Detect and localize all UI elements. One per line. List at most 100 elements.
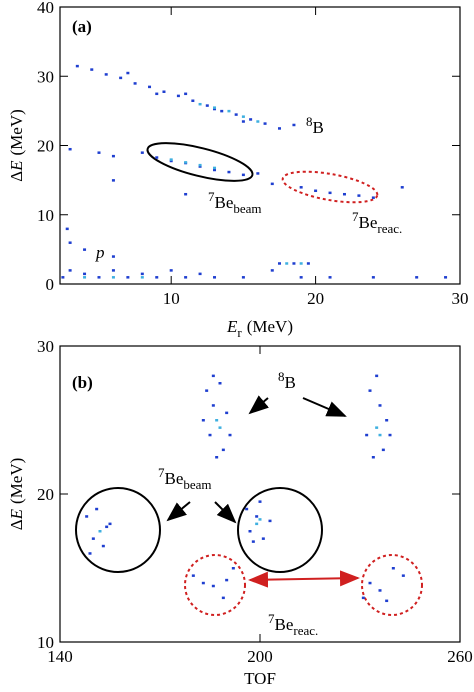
label-part: Be: [275, 615, 294, 634]
point: [368, 581, 372, 585]
point: [184, 192, 188, 196]
point: [375, 426, 379, 429]
point: [101, 544, 105, 548]
point: [85, 515, 89, 518]
point: [388, 433, 392, 437]
annotation: 8B: [306, 114, 324, 137]
point: [251, 540, 255, 543]
point: [277, 127, 281, 130]
point: [140, 276, 144, 279]
label-part: 7: [158, 465, 165, 480]
point: [227, 170, 231, 174]
point: [255, 522, 259, 526]
point: [314, 189, 318, 193]
point: [255, 515, 259, 518]
x-tick-label: 140: [47, 647, 73, 666]
x-axis-label: TOF: [244, 669, 276, 688]
point: [83, 248, 87, 251]
point: [415, 276, 419, 279]
point: [378, 404, 382, 407]
point: [227, 109, 231, 113]
label-part: 8: [306, 114, 313, 129]
point: [277, 262, 281, 265]
point: [201, 419, 205, 422]
point: [221, 448, 225, 452]
point: [401, 574, 405, 577]
label-part: 8: [278, 369, 285, 384]
plot-frame: [59, 6, 461, 285]
point: [261, 537, 265, 540]
point: [213, 107, 217, 111]
point: [215, 456, 219, 459]
label-part: (MeV): [247, 317, 293, 336]
point: [191, 99, 195, 102]
annotation: (a): [72, 17, 92, 36]
label-part: B: [313, 118, 324, 137]
point: [68, 269, 72, 272]
point: [357, 194, 361, 197]
point: [328, 191, 332, 195]
label-part: Δ: [7, 519, 26, 530]
label-part: 7: [208, 189, 215, 204]
point: [108, 522, 112, 526]
point: [213, 168, 217, 172]
point: [198, 163, 202, 167]
y-tick-label: 30: [37, 67, 54, 86]
point: [342, 192, 346, 196]
point: [381, 448, 385, 452]
point: [111, 269, 115, 272]
label-part: Be: [165, 469, 184, 488]
label-part: (b): [72, 373, 93, 392]
point: [205, 389, 209, 392]
point: [91, 537, 95, 540]
annotation: 7Bereac.: [352, 209, 402, 236]
point: [119, 76, 123, 80]
point: [378, 589, 382, 592]
point: [126, 276, 130, 279]
point: [105, 525, 109, 529]
point: [162, 90, 166, 93]
y-axis-label: ΔE (MeV): [7, 109, 26, 182]
point: [211, 374, 215, 378]
arrow: [166, 501, 191, 522]
point: [249, 118, 253, 121]
point: [221, 596, 225, 600]
point: [211, 404, 215, 407]
label-part: beam: [233, 201, 261, 216]
point: [285, 262, 289, 265]
point: [133, 82, 137, 85]
point: [241, 115, 245, 118]
annotation: p: [95, 243, 105, 262]
point: [201, 581, 205, 585]
x-tick-label: 260: [447, 647, 473, 666]
label-part: Be: [359, 213, 378, 232]
y-tick-label: 20: [37, 137, 54, 156]
annotation: (b): [72, 373, 93, 392]
point: [258, 500, 262, 503]
point: [155, 276, 159, 279]
point: [97, 151, 101, 154]
point: [169, 158, 173, 161]
point: [371, 276, 375, 279]
beam-gate: [75, 487, 161, 573]
point: [184, 92, 188, 96]
arrow: [302, 397, 347, 417]
label-part: reac.: [293, 623, 318, 638]
point: [371, 196, 375, 199]
label-part: r: [237, 325, 242, 340]
point: [176, 94, 180, 98]
point: [155, 92, 159, 96]
point: [97, 276, 101, 279]
point: [375, 374, 379, 378]
point: [111, 179, 115, 182]
label-part: (a): [72, 17, 92, 36]
point: [155, 156, 159, 159]
point: [140, 151, 144, 154]
y-tick-label: 10: [37, 206, 54, 225]
label-part: E: [7, 160, 26, 172]
label-part: (MeV): [7, 109, 26, 155]
point: [365, 433, 369, 437]
point: [198, 102, 202, 106]
point: [258, 518, 262, 521]
label-part: (MeV): [7, 458, 26, 504]
